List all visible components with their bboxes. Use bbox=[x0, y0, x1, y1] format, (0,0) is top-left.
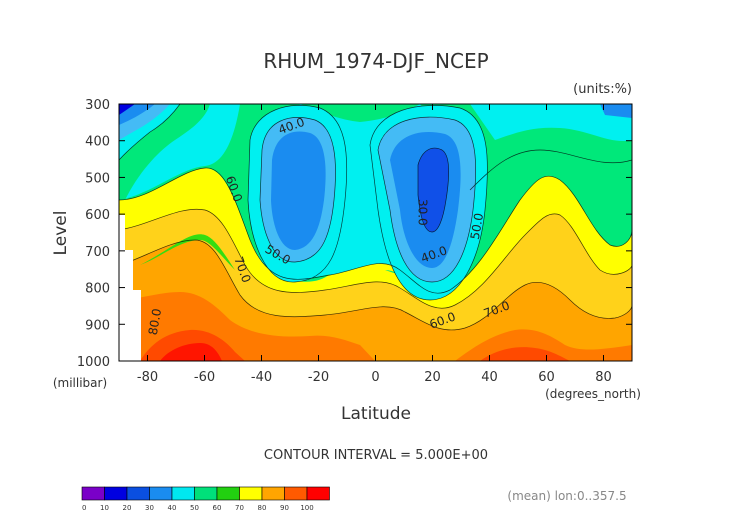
y-tick-label: 300 bbox=[85, 98, 110, 113]
colorbar-swatch bbox=[284, 486, 308, 501]
x-tick-label: 20 bbox=[424, 370, 441, 385]
x-tick-label: -40 bbox=[251, 370, 272, 385]
x-tick-label: 80 bbox=[595, 370, 612, 385]
y-axis-ticks: 300 400 500 600 700 800 900 1000 bbox=[77, 98, 632, 370]
x-tick-label: -60 bbox=[194, 370, 215, 385]
band-left-upper-20 bbox=[119, 104, 135, 115]
band-90-right bbox=[480, 347, 570, 361]
band-65-green bbox=[140, 234, 235, 270]
colorbar-tick-label: 0 bbox=[82, 504, 86, 512]
band-35-cell-left bbox=[271, 131, 326, 250]
band-right-upper-cyan bbox=[470, 104, 632, 142]
colorbar-swatch bbox=[171, 486, 195, 501]
colorbar-tick-label: 90 bbox=[280, 504, 289, 512]
y-tick-label: 400 bbox=[85, 135, 110, 150]
colorbar-tick-label: 70 bbox=[235, 504, 244, 512]
y-tick-label: 1000 bbox=[77, 355, 110, 370]
band-30-cell-right bbox=[418, 148, 449, 232]
colorbar-swatch bbox=[126, 486, 150, 501]
colorbar-swatch bbox=[261, 486, 285, 501]
colorbar-tick-label: 10 bbox=[100, 504, 109, 512]
colorbar-tick-label: 60 bbox=[213, 504, 222, 512]
band-60-green-top bbox=[300, 104, 420, 122]
contour-lines bbox=[119, 104, 632, 331]
colorbar-tick-label: 30 bbox=[145, 504, 154, 512]
colorbar-swatch bbox=[149, 486, 173, 501]
x-tick-label: 60 bbox=[538, 370, 555, 385]
y-axis-units: (millibar) bbox=[53, 376, 107, 390]
colorbar-tick-label: 40 bbox=[168, 504, 177, 512]
y-tick-label: 900 bbox=[85, 318, 110, 333]
y-tick-label: 600 bbox=[85, 208, 110, 223]
colorbar-tick-label: 50 bbox=[190, 504, 199, 512]
x-tick-label: 0 bbox=[371, 370, 379, 385]
colorbar: 0 10 20 30 40 50 60 70 80 90 100 bbox=[81, 486, 330, 512]
colorbar-tick-label: 100 bbox=[300, 504, 313, 512]
contour-label: 80.0 bbox=[146, 307, 164, 336]
units-label: (units:%) bbox=[573, 82, 632, 97]
x-axis-label: Latitude bbox=[341, 404, 411, 424]
colorbar-tick-label: 20 bbox=[123, 504, 132, 512]
x-tick-label: 40 bbox=[481, 370, 498, 385]
contour-label: 50.0 bbox=[468, 212, 486, 241]
x-tick-label: -80 bbox=[137, 370, 158, 385]
chart-title: RHUM_1974-DJF_NCEP bbox=[263, 49, 488, 73]
y-tick-label: 500 bbox=[85, 171, 110, 186]
band-right-upper-blue bbox=[600, 104, 632, 118]
contour-interval-text: CONTOUR INTERVAL = 5.000E+00 bbox=[264, 448, 488, 463]
colorbar-swatch bbox=[104, 486, 128, 501]
y-axis-label: Level bbox=[51, 211, 71, 256]
colorbar-swatch bbox=[81, 486, 105, 501]
x-axis-ticks: -80 -60 -40 -20 0 20 40 60 80 bbox=[137, 104, 612, 385]
contour-field bbox=[119, 104, 632, 361]
colorbar-swatch bbox=[239, 486, 263, 501]
footer-note: (mean) lon:0..357.5 bbox=[507, 489, 626, 503]
contour-label: 30.0 bbox=[415, 199, 429, 226]
y-tick-label: 800 bbox=[85, 282, 110, 297]
colorbar-tick-label: 80 bbox=[258, 504, 267, 512]
x-tick-label: -20 bbox=[308, 370, 329, 385]
y-tick-label: 700 bbox=[85, 245, 110, 260]
colorbar-swatch bbox=[216, 486, 240, 501]
band-left-upper-30 bbox=[119, 104, 155, 125]
band-95-core bbox=[160, 343, 222, 361]
x-axis-units: (degrees_north) bbox=[545, 387, 641, 401]
colorbar-swatch bbox=[306, 486, 330, 501]
colorbar-swatch bbox=[194, 486, 218, 501]
